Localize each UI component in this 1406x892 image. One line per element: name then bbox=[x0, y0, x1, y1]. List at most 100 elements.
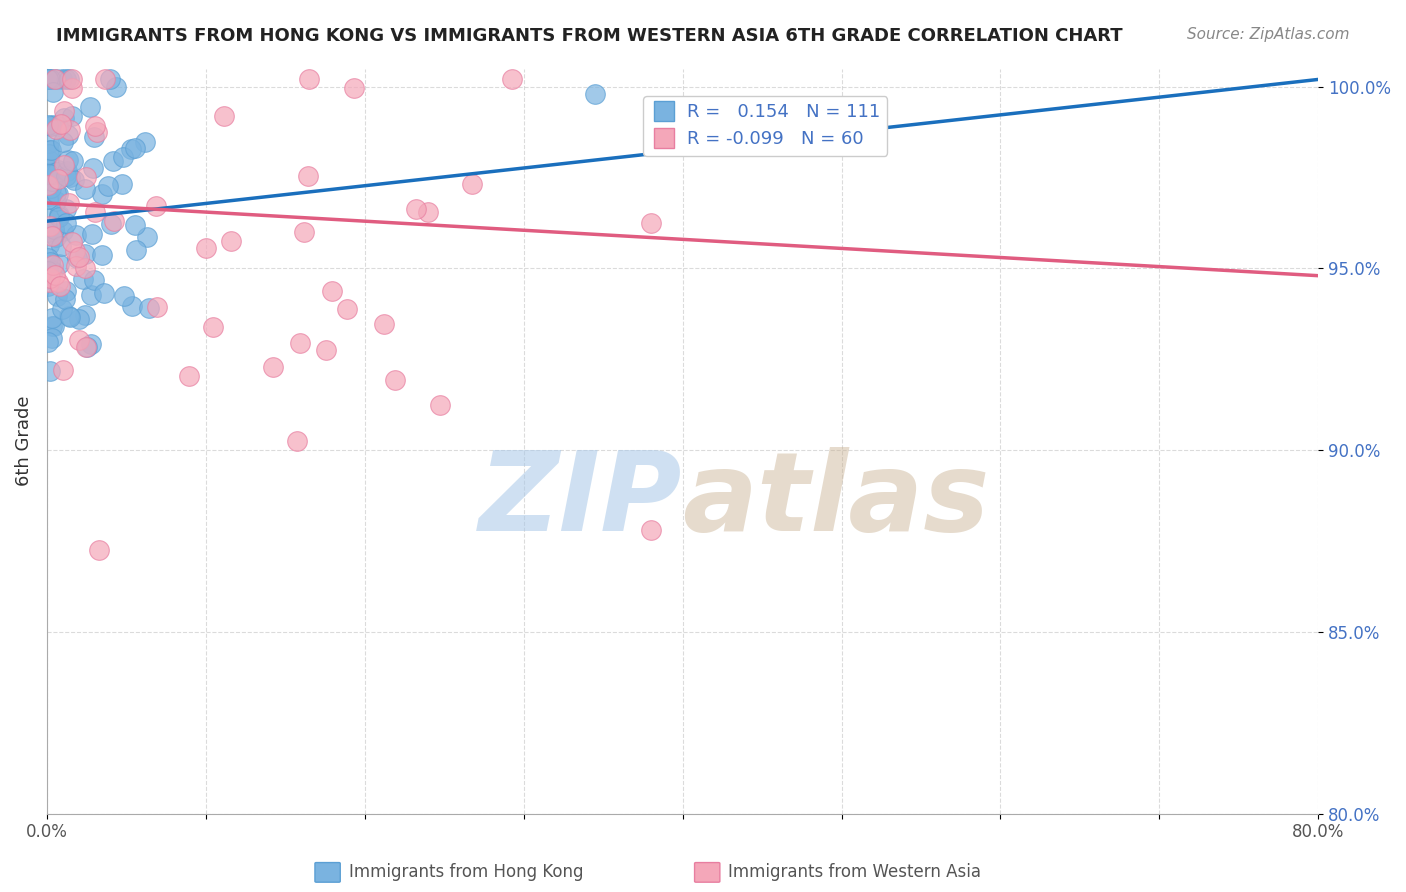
Point bbox=[37, 72, 59, 87]
Point bbox=[45, 230, 67, 244]
Point bbox=[38, 275, 60, 289]
Point bbox=[44, 268, 66, 282]
Point bbox=[288, 335, 311, 350]
Point bbox=[41, 310, 63, 325]
Point bbox=[75, 170, 97, 185]
Point bbox=[98, 72, 121, 87]
Point bbox=[38, 143, 60, 157]
Point bbox=[60, 72, 83, 87]
Point bbox=[52, 103, 75, 118]
Point bbox=[37, 180, 59, 194]
Point bbox=[97, 178, 120, 193]
Point bbox=[51, 302, 73, 317]
Point bbox=[73, 260, 96, 275]
Point bbox=[41, 119, 63, 133]
Point bbox=[38, 254, 60, 268]
Point bbox=[82, 161, 104, 176]
Point bbox=[124, 218, 146, 232]
Point bbox=[38, 136, 60, 150]
Point bbox=[37, 264, 59, 278]
Point bbox=[405, 202, 427, 216]
Point bbox=[55, 284, 77, 298]
Point bbox=[343, 80, 366, 95]
Point bbox=[55, 202, 77, 217]
Point bbox=[37, 272, 59, 286]
Point bbox=[138, 301, 160, 315]
Point bbox=[101, 154, 124, 169]
Point bbox=[336, 302, 359, 317]
Point bbox=[105, 80, 128, 95]
Point bbox=[90, 248, 112, 262]
Point bbox=[179, 368, 201, 383]
Point bbox=[42, 222, 65, 236]
Point bbox=[83, 205, 105, 219]
Point bbox=[112, 289, 135, 303]
Point bbox=[41, 86, 63, 100]
Point bbox=[121, 299, 143, 313]
Point bbox=[65, 227, 87, 242]
Point bbox=[46, 289, 69, 303]
Point bbox=[103, 213, 125, 227]
Point bbox=[212, 109, 235, 123]
Point bbox=[583, 87, 606, 101]
Point bbox=[44, 168, 66, 182]
Point bbox=[44, 318, 66, 333]
Point bbox=[48, 211, 70, 225]
Point bbox=[93, 286, 115, 301]
Point bbox=[46, 171, 69, 186]
Point bbox=[461, 177, 484, 191]
Point bbox=[38, 237, 60, 252]
Point bbox=[219, 234, 242, 248]
Point bbox=[56, 164, 79, 178]
Point bbox=[429, 398, 451, 412]
Point bbox=[52, 363, 75, 377]
Point bbox=[48, 256, 70, 270]
Point bbox=[84, 119, 107, 133]
Point bbox=[38, 364, 60, 378]
Point bbox=[298, 72, 321, 87]
Point bbox=[62, 153, 84, 168]
Point bbox=[76, 340, 98, 354]
Point bbox=[124, 141, 146, 155]
Point bbox=[37, 334, 59, 349]
Point bbox=[83, 130, 105, 145]
Point bbox=[100, 218, 122, 232]
Point bbox=[416, 205, 439, 219]
Point bbox=[39, 270, 62, 285]
Point bbox=[67, 333, 90, 347]
Text: atlas: atlas bbox=[682, 447, 990, 554]
Point bbox=[58, 196, 80, 211]
Point bbox=[72, 272, 94, 286]
Point bbox=[41, 175, 63, 189]
Point bbox=[39, 119, 62, 133]
Point bbox=[262, 359, 284, 374]
Point bbox=[48, 278, 70, 293]
Point bbox=[51, 224, 73, 238]
Point bbox=[42, 167, 65, 181]
Point bbox=[39, 72, 62, 87]
Point bbox=[60, 80, 83, 95]
Point bbox=[56, 128, 79, 142]
Point bbox=[42, 258, 65, 272]
Point bbox=[86, 124, 108, 138]
Point bbox=[55, 215, 77, 229]
Point bbox=[62, 110, 84, 124]
Point bbox=[41, 174, 63, 188]
Legend: R =   0.154   N = 111, R = -0.099   N = 60: R = 0.154 N = 111, R = -0.099 N = 60 bbox=[644, 96, 887, 155]
Point bbox=[37, 279, 59, 293]
Point bbox=[91, 186, 114, 201]
Point bbox=[59, 169, 82, 184]
Point bbox=[38, 162, 60, 177]
Point bbox=[315, 343, 337, 357]
Point bbox=[292, 225, 315, 239]
Point bbox=[49, 239, 72, 253]
Point bbox=[53, 293, 76, 307]
Text: Immigrants from Western Asia: Immigrants from Western Asia bbox=[728, 863, 981, 881]
Point bbox=[111, 177, 134, 191]
Point bbox=[38, 189, 60, 203]
Point bbox=[38, 72, 60, 87]
Point bbox=[42, 264, 65, 278]
Point bbox=[51, 72, 73, 87]
Text: ZIP: ZIP bbox=[479, 447, 682, 554]
Point bbox=[41, 318, 63, 333]
